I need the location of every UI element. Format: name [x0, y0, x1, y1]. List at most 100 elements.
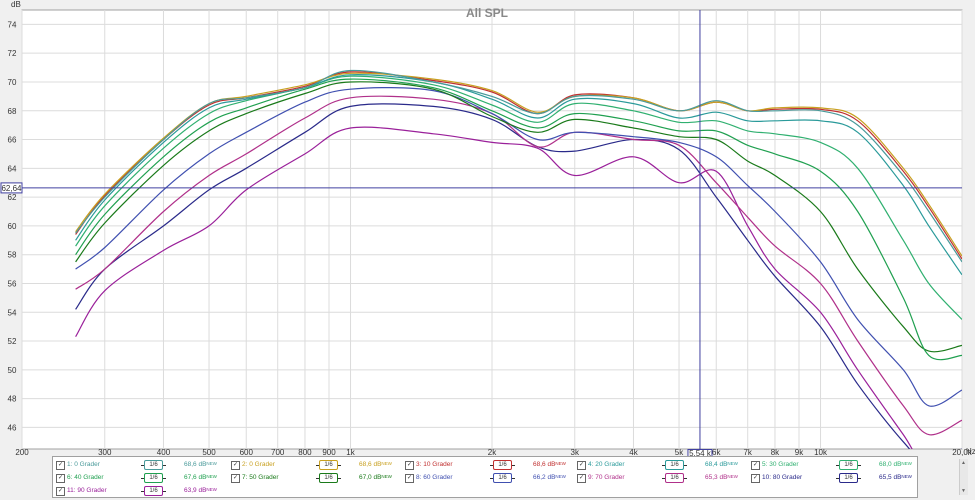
legend-series-name: 6: 40 Grader [67, 474, 104, 481]
y-tick-label: 50 [8, 366, 17, 375]
legend-level: 67,0 dBNEW [359, 474, 392, 481]
checkbox-checked-icon[interactable]: ✓ [577, 461, 586, 470]
scroll-up-icon[interactable]: ▲ [961, 460, 966, 466]
cursor-y-readout-box [0, 182, 23, 194]
x-tick-label: 4k [629, 448, 638, 456]
x-tick-label: 800 [298, 448, 312, 456]
y-axis-label: dB [11, 0, 21, 9]
legend-series-name: 10: 80 Grader [762, 474, 803, 481]
y-tick-label: 52 [8, 337, 17, 346]
chart-title: All SPL [466, 6, 508, 20]
series-line [75, 78, 962, 361]
x-axis-unit: Hz [966, 447, 975, 456]
legend-scrollbar[interactable]: ▲ ▼ [959, 459, 968, 495]
legend-level: 68,6 dBNEW [184, 461, 217, 468]
checkbox-checked-icon[interactable]: ✓ [56, 461, 65, 470]
legend-level: 66,2 dBNEW [533, 474, 566, 481]
legend-series-name: 9: 70 Grader [588, 474, 625, 481]
legend-level: 65,3 dBNEW [705, 474, 738, 481]
x-tick-label: 9k [795, 448, 804, 456]
cursor-x-readout: 5,54 k [689, 449, 712, 456]
smoothing-badge[interactable]: 1/6 [490, 460, 515, 470]
smoothing-badge[interactable]: 1/6 [141, 486, 166, 496]
legend-level: 65,5 dBNEW [879, 474, 912, 481]
checkbox-checked-icon[interactable]: ✓ [405, 474, 414, 483]
series-line [75, 74, 962, 276]
cursor-x-readout-box [687, 449, 713, 456]
y-tick-label: 74 [8, 20, 17, 29]
chart: 46 48 50 52 54 56 58 60 62 64 66 68 70 72 74 200 300 400… [0, 0, 975, 456]
cursor-y-readout: 62,64 [1, 184, 22, 193]
series-line [75, 69, 962, 263]
smoothing-badge[interactable]: 1/6 [836, 473, 861, 483]
checkbox-checked-icon[interactable]: ✓ [577, 474, 586, 483]
x-tick-label: 20,0k [952, 448, 973, 456]
checkbox-checked-icon[interactable]: ✓ [56, 474, 65, 483]
y-tick-label: 60 [8, 222, 17, 231]
checkbox-checked-icon[interactable]: ✓ [751, 461, 760, 470]
series-line [75, 126, 913, 449]
smoothing-badge[interactable]: 1/6 [490, 473, 515, 483]
checkbox-checked-icon[interactable]: ✓ [56, 487, 65, 496]
smoothing-badge[interactable]: 1/6 [316, 473, 341, 483]
legend-series-name: 11: 90 Grader [67, 487, 107, 494]
x-tick-label: 600 [240, 448, 254, 456]
x-tick-label: 6k [712, 448, 721, 456]
y-tick-label: 72 [8, 49, 17, 58]
y-tick-label: 48 [8, 395, 17, 404]
y-tick-label: 64 [8, 164, 17, 173]
legend-level: 67,6 dBNEW [184, 474, 217, 481]
series-layer [75, 69, 962, 449]
checkbox-checked-icon[interactable]: ✓ [231, 474, 240, 483]
smoothing-badge[interactable]: 1/6 [662, 473, 687, 483]
legend-series-name: 2: 0 Grader [242, 461, 275, 468]
legend-level: 68,6 dBNEW [533, 461, 566, 468]
x-tick-label: 700 [271, 448, 285, 456]
y-tick-label: 62 [8, 193, 17, 202]
legend-level: 68,6 dBNEW [359, 461, 392, 468]
checkbox-checked-icon[interactable]: ✓ [405, 461, 414, 470]
x-tick-label: 2k [488, 448, 497, 456]
checkbox-checked-icon[interactable]: ✓ [751, 474, 760, 483]
x-tick-label: 200 [15, 448, 29, 456]
series-line [75, 103, 962, 449]
smoothing-badge[interactable]: 1/6 [316, 460, 341, 470]
checkbox-checked-icon[interactable]: ✓ [231, 461, 240, 470]
x-tick-label: 8k [771, 448, 780, 456]
legend-level: 68,0 dBNEW [879, 461, 912, 468]
legend-series-name: 7: 50 Grader [242, 474, 279, 481]
y-tick-label: 56 [8, 279, 17, 288]
grid [21, 10, 963, 449]
y-tick-label: 66 [8, 136, 17, 145]
y-tick-label: 54 [8, 308, 17, 317]
smoothing-badge[interactable]: 1/6 [141, 473, 166, 483]
series-line [75, 71, 962, 260]
cursor[interactable]: 62,64 5,54 k [0, 10, 962, 456]
legend-level: 63,9 dBNEW [184, 487, 217, 494]
legend-series-name: 4: 20 Grader [588, 461, 625, 468]
x-tick-labels: 200 300 400 500 600 700 800 900 1k 2k 3k 4k 5k 6k 7k 8k… [15, 448, 972, 456]
y-tick-label: 58 [8, 251, 17, 260]
smoothing-badge[interactable]: 1/6 [141, 460, 166, 470]
y-tick-label: 46 [8, 423, 17, 432]
x-tick-label: 300 [98, 448, 112, 456]
x-tick-label: 500 [202, 448, 216, 456]
y-tick-label: 68 [8, 107, 17, 116]
x-tick-label: 1k [346, 448, 355, 456]
scroll-down-icon[interactable]: ▼ [961, 488, 966, 494]
y-tick-label: 70 [8, 78, 17, 87]
series-line [75, 87, 962, 407]
series-line [75, 75, 962, 320]
legend-series-name: 3: 10 Grader [416, 461, 453, 468]
legend-series-name: 8: 60 Grader [416, 474, 453, 481]
x-tick-label: 3k [571, 448, 580, 456]
series-line [75, 81, 962, 353]
x-tick-label: 10k [814, 448, 828, 456]
smoothing-badge[interactable]: 1/6 [836, 460, 861, 470]
x-tick-label: 400 [157, 448, 171, 456]
x-tick-label: 900 [322, 448, 336, 456]
legend-series-name: 5: 30 Grader [762, 461, 799, 468]
smoothing-badge[interactable]: 1/6 [662, 460, 687, 470]
y-tick-labels: 46 48 50 52 54 56 58 60 62 64 66 68 70 72 74 [8, 20, 17, 432]
legend: ✓ 1: 0 Grader 1/6 68,6 dBNEW ✓ 2: 0 Grader 1/6… [52, 456, 968, 498]
